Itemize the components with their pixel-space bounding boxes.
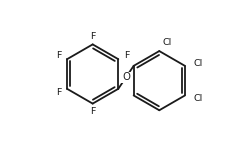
Text: Cl: Cl [193, 59, 203, 68]
Text: F: F [90, 107, 95, 116]
Text: Cl: Cl [163, 38, 172, 47]
Text: Cl: Cl [193, 94, 203, 103]
Text: F: F [56, 88, 62, 97]
Text: F: F [56, 51, 62, 60]
Text: F: F [90, 32, 95, 41]
Text: O: O [122, 72, 130, 82]
Text: F: F [124, 51, 129, 60]
